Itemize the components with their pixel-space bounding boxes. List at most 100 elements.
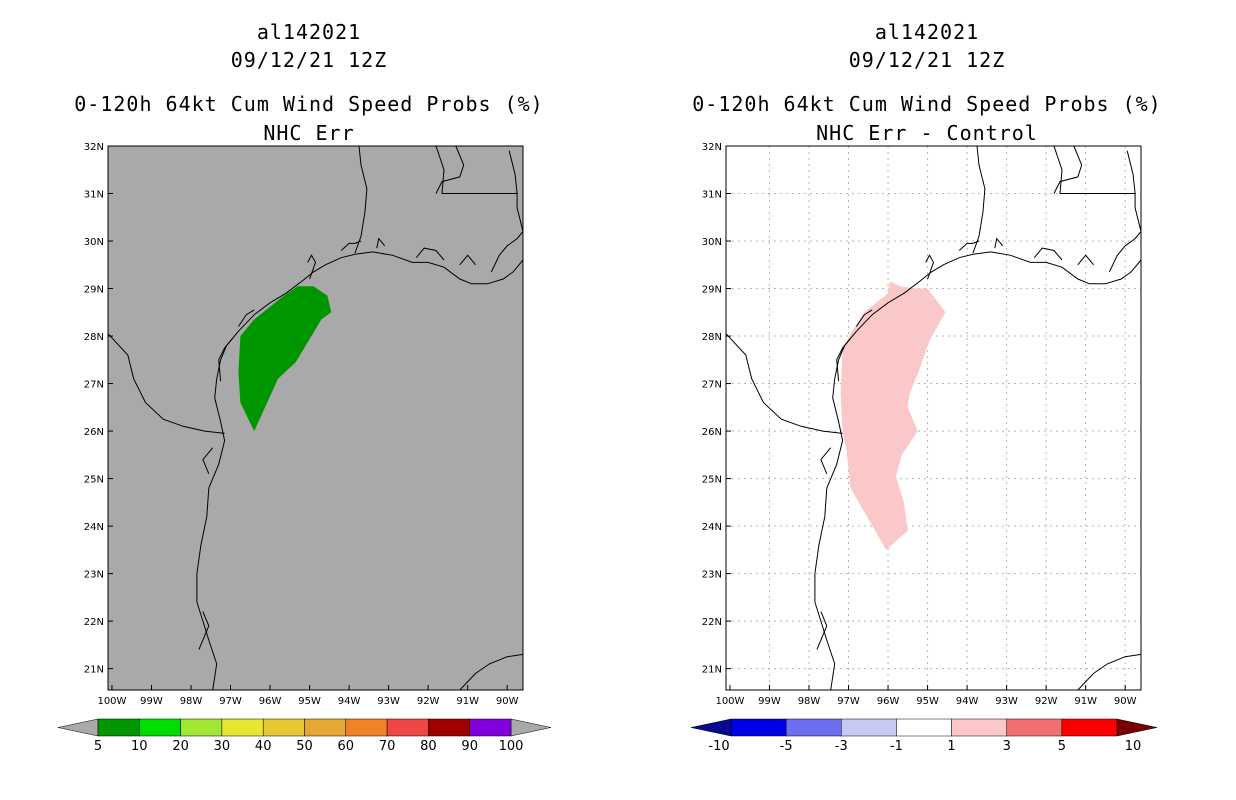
bay-outline	[198, 611, 210, 650]
lon-label: 93W	[377, 696, 400, 707]
lon-label: 96W	[259, 696, 282, 707]
lat-label: 30N	[84, 237, 104, 248]
colorbar-low-triangle	[57, 718, 99, 737]
right-map-svg: 32N 31N 30N 29N 28N 27N 26N 25N 24N 23N 22N 21N 100W…	[690, 142, 1158, 754]
colorbar-label: -10	[708, 739, 729, 754]
coastline-group	[107, 145, 524, 691]
bay-outline	[1077, 254, 1094, 266]
colorbar-label: 20	[172, 739, 189, 754]
bay-outline	[218, 338, 233, 382]
right-map-panel: al142021 09/12/21 12Z 0-120h 64kt Cum Wi…	[618, 0, 1236, 800]
colorbar-swatch	[841, 718, 897, 737]
border-line	[1053, 145, 1083, 194]
bay-outline	[816, 611, 828, 650]
time-title: 09/12/21 12Z	[848, 48, 1006, 72]
colorbar-low-triangle	[690, 718, 732, 737]
lon-label: 100W	[715, 696, 744, 707]
colorbar-swatch	[180, 718, 223, 737]
lon-label: 95W	[298, 696, 321, 707]
lon-label: 98W	[798, 696, 821, 707]
product-title: 0-120h 64kt Cum Wind Speed Probs (%)	[692, 92, 1162, 116]
colorbar-label: 30	[214, 739, 231, 754]
lat-label: 31N	[702, 190, 722, 201]
lat-label: 22N	[702, 617, 722, 628]
lat-label: 24N	[702, 522, 722, 533]
colorbar-high-triangle	[1116, 718, 1158, 737]
lon-label: 90W	[1114, 696, 1137, 707]
lat-label: 31N	[84, 190, 104, 201]
field-title: NHC Err - Control	[816, 121, 1038, 145]
border-line	[725, 333, 843, 434]
bay-outline	[855, 309, 873, 327]
colorbar-label: 3	[1003, 739, 1011, 754]
bay-outline	[307, 254, 317, 280]
bay-outline	[459, 254, 476, 266]
bay-outline	[958, 240, 980, 251]
left-map-svg: 32N 31N 30N 29N 28N 27N 26N 25N 24N 23N 22N 21N 100W…	[57, 142, 552, 754]
gulf-coastline	[196, 251, 524, 691]
colorbar: 5 10 20 30 40 50 60 70 80 90 100	[57, 718, 552, 754]
lat-label: 26N	[84, 427, 104, 438]
time-title: 09/12/21 12Z	[230, 48, 388, 72]
lon-label: 98W	[180, 696, 203, 707]
colorbar-swatch	[951, 718, 1007, 737]
colorbar-swatch	[221, 718, 264, 737]
lat-label: 21N	[84, 665, 104, 676]
colorbar-label: 40	[255, 739, 272, 754]
lon-label: 99W	[140, 696, 163, 707]
border-line	[508, 150, 518, 194]
lat-label: 27N	[702, 380, 722, 391]
left-map-panel: al142021 09/12/21 12Z 0-120h 64kt Cum Wi…	[57, 20, 552, 754]
probability-shaded-region	[238, 286, 332, 432]
bay-outline	[1033, 247, 1063, 261]
bay-outline	[490, 231, 524, 273]
lon-label: 100W	[97, 696, 126, 707]
colorbar-label: -3	[835, 739, 848, 754]
colorbar-swatch	[386, 718, 429, 737]
lon-label: 95W	[916, 696, 939, 707]
lat-label: 27N	[84, 380, 104, 391]
lon-label: 94W	[338, 696, 361, 707]
lon-label: 90W	[496, 696, 519, 707]
lon-label: 91W	[456, 696, 479, 707]
colorbar-label: 90	[461, 739, 478, 754]
yucatan-coastline	[1077, 653, 1142, 691]
bay-outline	[415, 247, 445, 261]
colorbar-label: 80	[420, 739, 437, 754]
colorbar-label: 100	[499, 739, 524, 754]
lon-label: 96W	[877, 696, 900, 707]
field-title: NHC Err	[263, 121, 355, 145]
colorbar-label: 60	[338, 739, 355, 754]
lat-label: 26N	[702, 427, 722, 438]
colorbar: -10 -5 -3 -1 1 3 5 10	[690, 718, 1158, 754]
colorbar-label: 1	[947, 739, 955, 754]
colorbar-swatch	[428, 718, 470, 737]
bay-outline	[994, 237, 1004, 249]
colorbar-swatch	[469, 718, 512, 737]
lon-label: 99W	[758, 696, 781, 707]
lat-label: 32N	[702, 142, 722, 153]
coastline-group	[725, 145, 1142, 691]
lat-label: 25N	[84, 475, 104, 486]
lon-label: 97W	[837, 696, 860, 707]
lon-label: 94W	[956, 696, 979, 707]
lat-label: 30N	[702, 237, 722, 248]
colorbar-label: 10	[1125, 739, 1142, 754]
border-line	[972, 145, 986, 254]
storm-id-title: al142021	[256, 20, 362, 44]
lat-label: 28N	[84, 332, 104, 343]
bay-outline	[237, 309, 255, 327]
colorbar-swatch	[730, 718, 787, 737]
colorbar-swatch	[896, 718, 952, 737]
colorbar-swatch	[1061, 718, 1118, 737]
lat-label: 32N	[84, 142, 104, 153]
colorbar-label: 5	[1058, 739, 1066, 754]
bay-outline	[340, 240, 362, 251]
product-title: 0-120h 64kt Cum Wind Speed Probs (%)	[74, 92, 544, 116]
colorbar-swatch	[785, 718, 842, 737]
colorbar-label: 70	[379, 739, 396, 754]
colorbar-label: -1	[890, 739, 903, 754]
map-background	[726, 146, 1141, 690]
lat-label: 29N	[84, 285, 104, 296]
colorbar-swatch	[139, 718, 181, 737]
